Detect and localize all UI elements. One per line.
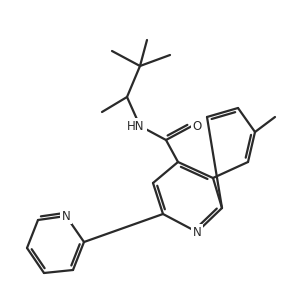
Text: HN: HN: [127, 119, 145, 132]
Text: O: O: [192, 119, 202, 132]
Text: N: N: [62, 209, 70, 222]
Text: N: N: [193, 225, 201, 238]
